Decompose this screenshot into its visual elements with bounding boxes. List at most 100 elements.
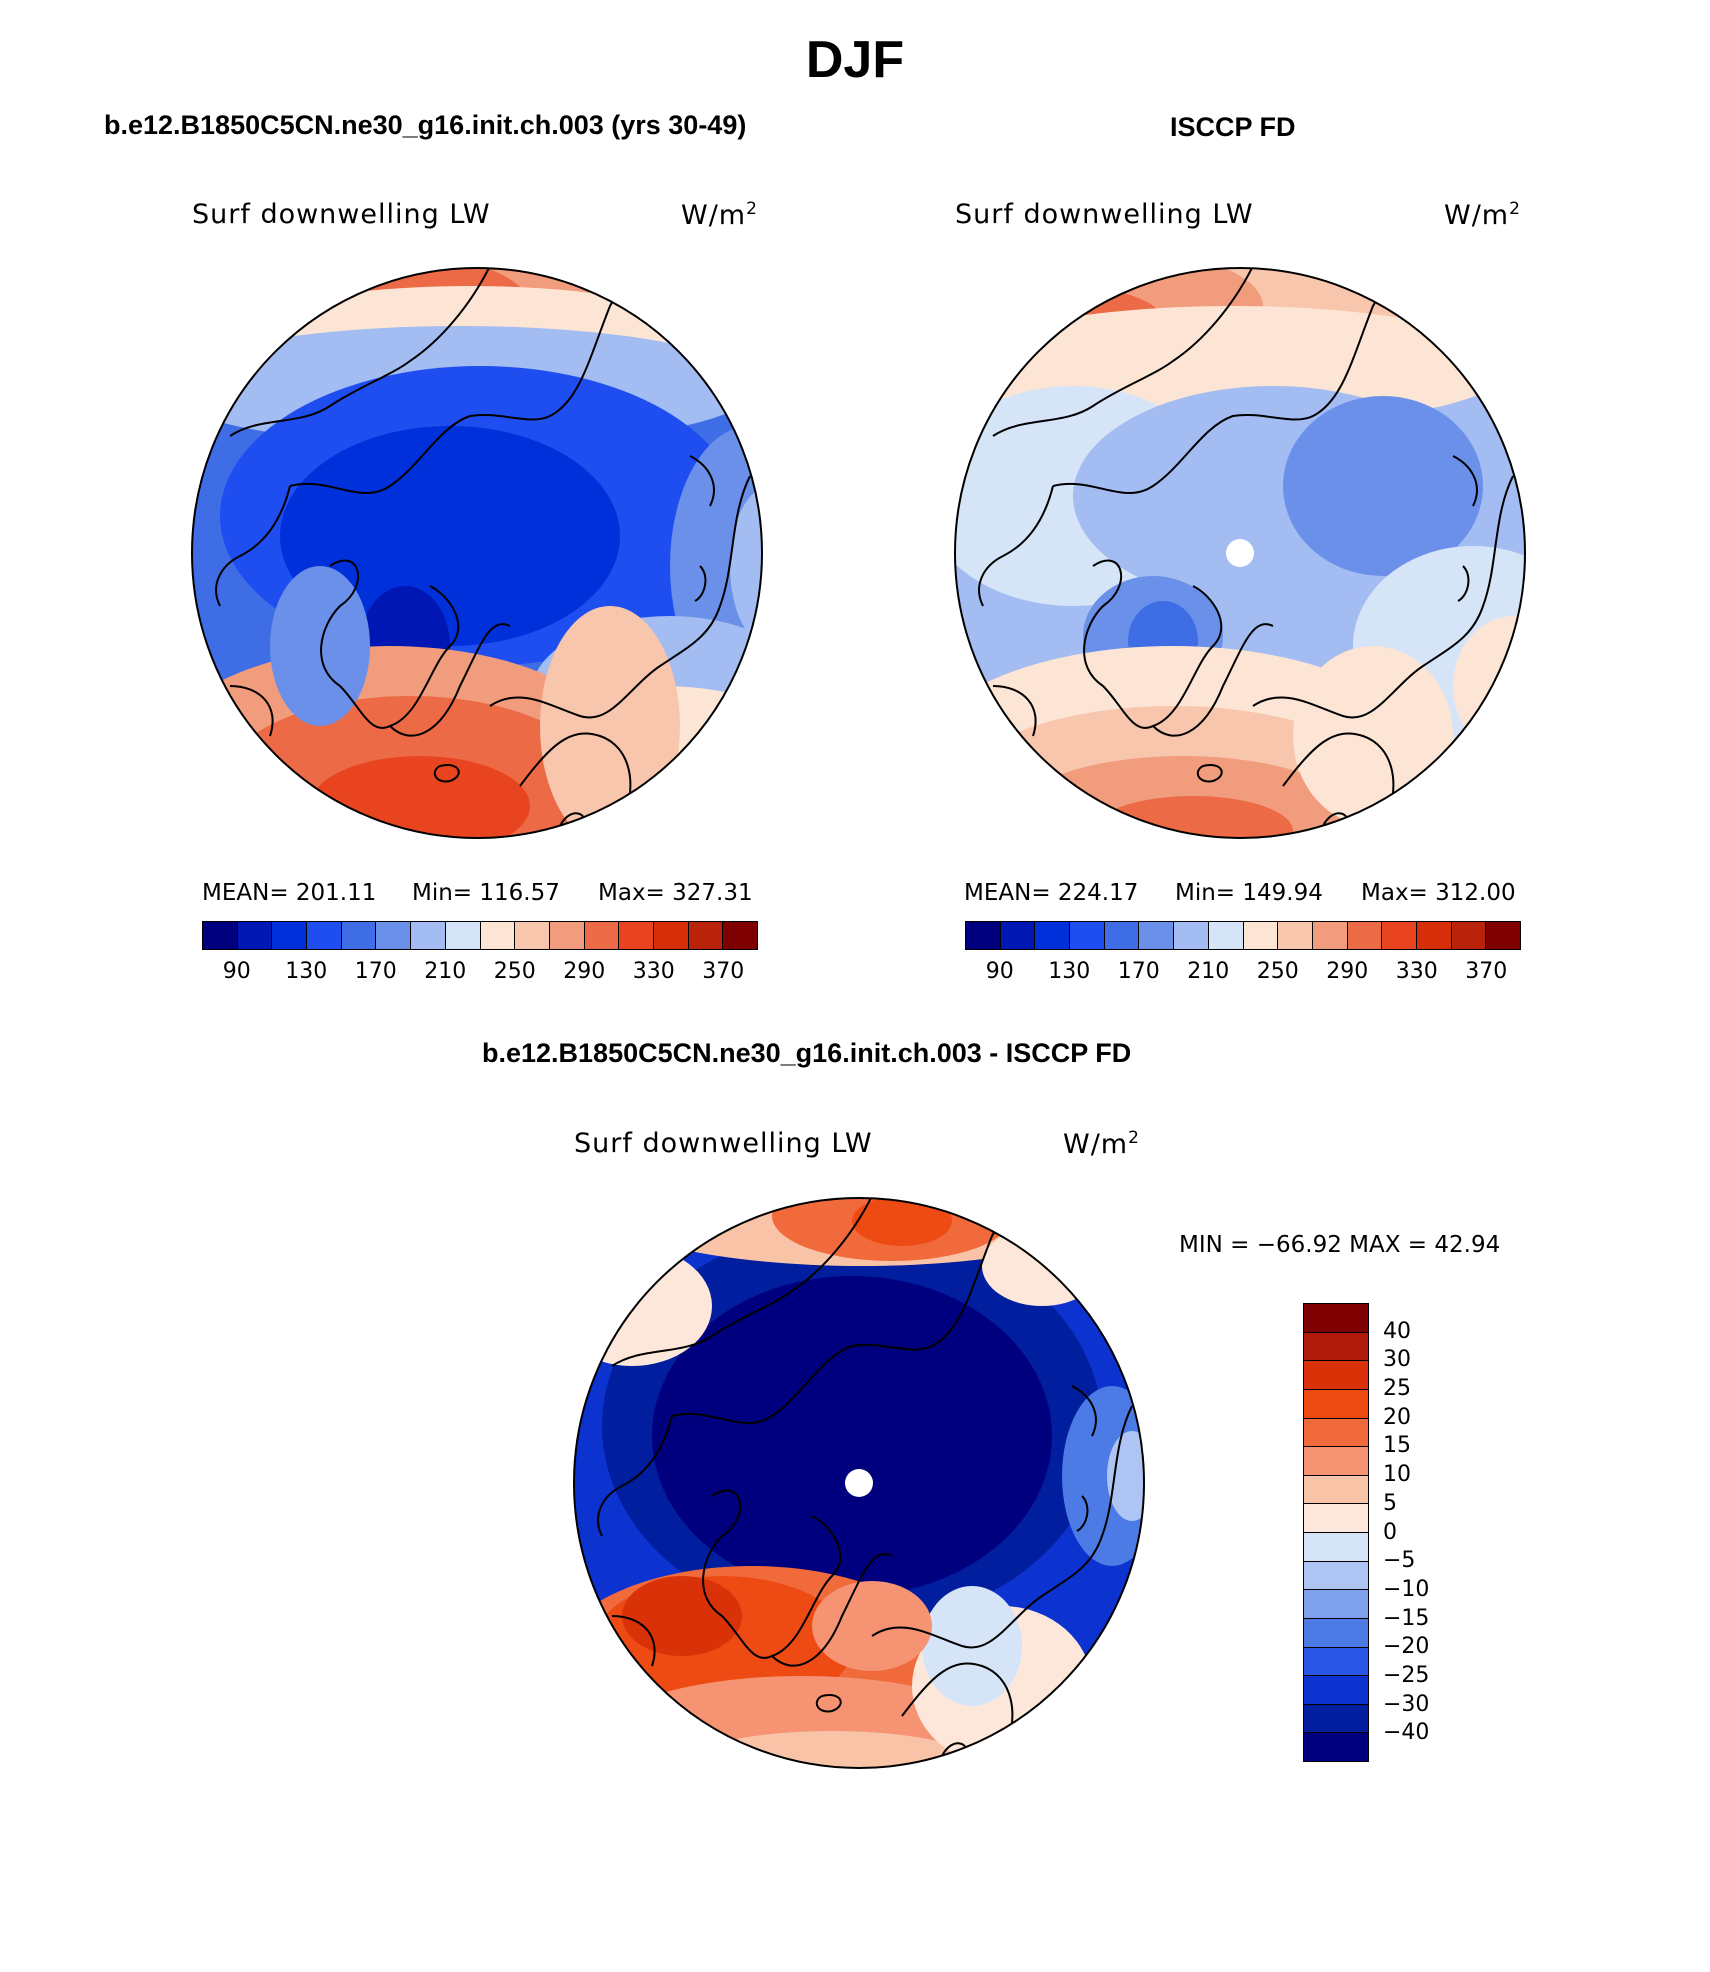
colorbar-swatch [1347,922,1383,949]
panel-1-colorbar [202,921,758,950]
colorbar-swatch [1304,1504,1368,1533]
colorbar-tick-label: 170 [1117,959,1160,984]
colorbar-swatch [1304,1418,1368,1448]
colorbar-swatch [1304,1304,1368,1333]
colorbar-tick-label: 250 [493,959,536,984]
colorbar-tick-label: 290 [563,959,606,984]
colorbar-swatch [1070,922,1105,949]
colorbar-tick-label: 130 [1048,959,1091,984]
colorbar-swatch [272,922,308,949]
colorbar-swatch [341,922,377,949]
colorbar-swatch [445,922,481,949]
colorbar-swatch [723,922,757,949]
colorbar-tick-label: −5 [1383,1548,1416,1574]
colorbar-tick-label: 170 [354,959,397,984]
colorbar-tick-label: 10 [1383,1462,1411,1488]
panel-3-variable-label: Surf downwelling LW [574,1128,873,1159]
figure-title: DJF [805,31,905,89]
colorbar-swatch [1304,1475,1368,1505]
colorbar-swatch [966,922,1001,949]
colorbar-swatch [1304,1389,1368,1419]
colorbar-swatch [1312,922,1348,949]
colorbar-tick-label: 250 [1256,959,1299,984]
colorbar-tick-label: −40 [1383,1720,1430,1746]
colorbar-tick-label: −20 [1383,1634,1430,1660]
colorbar-tick-label: 25 [1383,1376,1411,1402]
colorbar-swatch [1304,1332,1368,1362]
colorbar-swatch [1000,922,1036,949]
panel-1-max: Max= 327.31 [598,880,753,906]
colorbar-swatch [1304,1618,1368,1648]
colorbar-swatch [584,922,620,949]
colorbar-tick-label: 90 [985,959,1014,984]
panel-2-max: Max= 312.00 [1361,880,1516,906]
colorbar-tick-label: 0 [1383,1519,1397,1545]
colorbar-tick-label: −30 [1383,1691,1430,1717]
colorbar-swatch [1304,1590,1368,1619]
colorbar-tick-label: 210 [424,959,467,984]
panel-2-units: W/m2 [1444,199,1521,231]
colorbar-tick-label: 370 [702,959,745,984]
colorbar-swatch [1451,922,1487,949]
colorbar-tick-label: 20 [1383,1404,1411,1430]
colorbar-swatch [237,922,273,949]
colorbar-swatch [1304,1647,1368,1677]
colorbar-tick-label: −25 [1383,1662,1430,1688]
colorbar-tick-label: 15 [1383,1433,1411,1459]
colorbar-swatch [1382,922,1417,949]
panel-2-variable-label: Surf downwelling LW [955,199,1254,230]
panel-3-title: b.e12.B1850C5CN.ne30_g16.init.ch.003 - I… [482,1038,1132,1068]
colorbar-swatch [1035,922,1071,949]
colorbar-swatch [1208,922,1244,949]
colorbar-swatch [1104,922,1140,949]
colorbar-swatch [1304,1447,1368,1476]
colorbar-tick-label: 210 [1187,959,1230,984]
panel-3-colorbar [1303,1303,1369,1762]
colorbar-swatch [376,922,412,949]
colorbar-tick-label: 330 [632,959,675,984]
colorbar-swatch [1486,922,1520,949]
panel-2-polar-map [954,267,1526,839]
panel-2-title: ISCCP FD [1170,112,1296,142]
colorbar-swatch [1304,1361,1368,1390]
colorbar-tick-label: 290 [1326,959,1369,984]
panel-1-units: W/m2 [681,199,758,231]
colorbar-swatch [1304,1533,1368,1562]
panel-1-variable-label: Surf downwelling LW [192,199,491,230]
colorbar-swatch [1139,922,1175,949]
panel-3-minmax: MIN = −66.92 MAX = 42.94 [1179,1232,1501,1258]
panel-1-mean: MEAN= 201.11 [202,880,377,906]
colorbar-tick-label: −10 [1383,1576,1430,1602]
colorbar-swatch [688,922,724,949]
panel-3-polar-map [573,1197,1145,1769]
colorbar-tick-label: 370 [1465,959,1508,984]
panel-2-min: Min= 149.94 [1175,880,1323,906]
colorbar-tick-label: 5 [1383,1490,1397,1516]
colorbar-swatch [549,922,585,949]
colorbar-swatch [1174,922,1209,949]
colorbar-swatch [1416,922,1452,949]
colorbar-swatch [411,922,446,949]
colorbar-swatch [515,922,550,949]
colorbar-swatch [619,922,654,949]
colorbar-tick-label: 30 [1383,1347,1411,1373]
colorbar-tick-label: −15 [1383,1605,1430,1631]
panel-2-colorbar [965,921,1521,950]
colorbar-tick-label: 130 [285,959,328,984]
colorbar-swatch [653,922,689,949]
colorbar-swatch [1278,922,1313,949]
colorbar-swatch [1304,1676,1368,1705]
panel-2-mean: MEAN= 224.17 [964,880,1139,906]
colorbar-swatch [1243,922,1279,949]
colorbar-swatch [1304,1704,1368,1734]
colorbar-swatch [307,922,342,949]
colorbar-tick-label: 330 [1395,959,1438,984]
colorbar-tick-label: 90 [222,959,251,984]
colorbar-swatch [480,922,516,949]
colorbar-swatch [1304,1733,1368,1761]
panel-1-min: Min= 116.57 [412,880,560,906]
panel-1-polar-map [191,267,763,839]
panel-3-units: W/m2 [1063,1128,1140,1160]
colorbar-swatch [203,922,238,949]
colorbar-swatch [1304,1561,1368,1591]
